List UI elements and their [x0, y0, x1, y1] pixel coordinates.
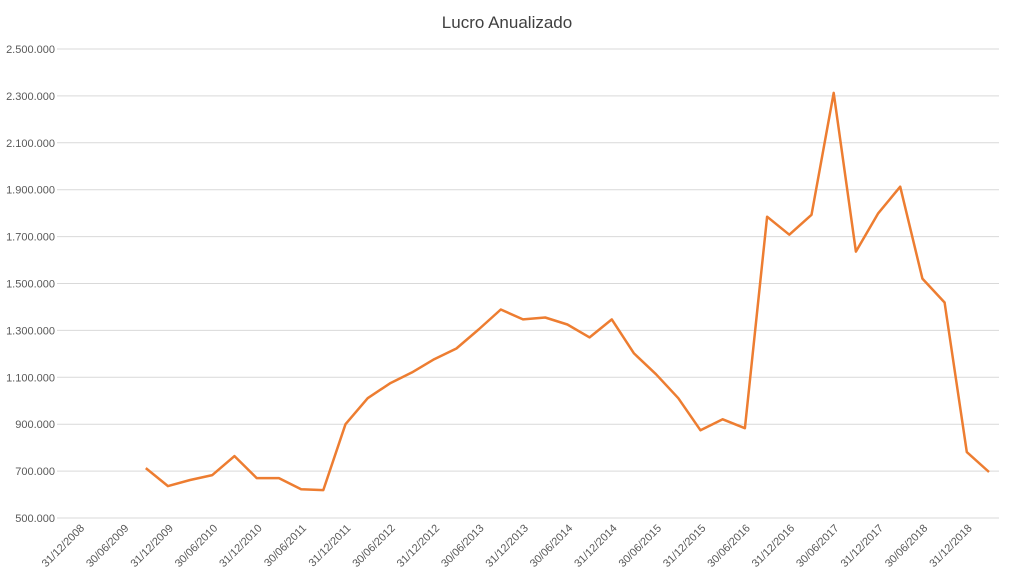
- x-tick-label: 31/12/2016: [750, 522, 797, 569]
- x-tick-label: 31/12/2017: [839, 522, 886, 569]
- x-tick-label: 31/12/2008: [40, 522, 87, 569]
- x-tick-label: 31/12/2010: [217, 522, 264, 569]
- y-tick-label: 500.000: [15, 513, 55, 525]
- y-tick-label: 1.900.000: [6, 185, 55, 197]
- x-tick-label: 31/12/2015: [661, 522, 708, 569]
- chart-title: Lucro Anualizado: [442, 13, 572, 32]
- x-tick-label: 30/06/2017: [794, 522, 841, 569]
- x-tick-label: 31/12/2011: [307, 522, 354, 569]
- x-tick-label: 30/06/2013: [439, 522, 486, 569]
- y-tick-label: 700.000: [15, 466, 55, 478]
- x-tick-label: 30/06/2018: [883, 522, 930, 569]
- x-tick-label: 30/06/2009: [84, 522, 131, 569]
- y-tick-label: 900.000: [15, 419, 55, 431]
- x-tick-label: 30/06/2014: [528, 522, 575, 569]
- x-tick-label: 30/06/2012: [350, 522, 397, 569]
- line-series: [145, 91, 990, 492]
- y-tick-label: 1.300.000: [6, 325, 55, 337]
- y-tick-label: 1.700.000: [6, 232, 55, 244]
- y-tick-label: 1.500.000: [6, 279, 55, 291]
- y-tick-label: 2.500.000: [6, 44, 55, 56]
- x-tick-label: 31/12/2018: [927, 522, 974, 569]
- x-tick-label: 30/06/2015: [617, 522, 664, 569]
- x-tick-label: 31/12/2014: [572, 522, 619, 569]
- y-tick-label: 1.100.000: [6, 372, 55, 384]
- x-tick-label: 30/06/2011: [262, 522, 309, 569]
- x-tick-label: 31/12/2009: [128, 522, 175, 569]
- y-tick-label: 2.300.000: [6, 91, 55, 103]
- y-tick-label: 2.100.000: [6, 138, 55, 150]
- x-tick-label: 30/06/2010: [173, 522, 220, 569]
- x-tick-label: 30/06/2016: [705, 522, 752, 569]
- x-tick-label: 31/12/2012: [395, 522, 442, 569]
- x-tick-label: 31/12/2013: [484, 522, 531, 569]
